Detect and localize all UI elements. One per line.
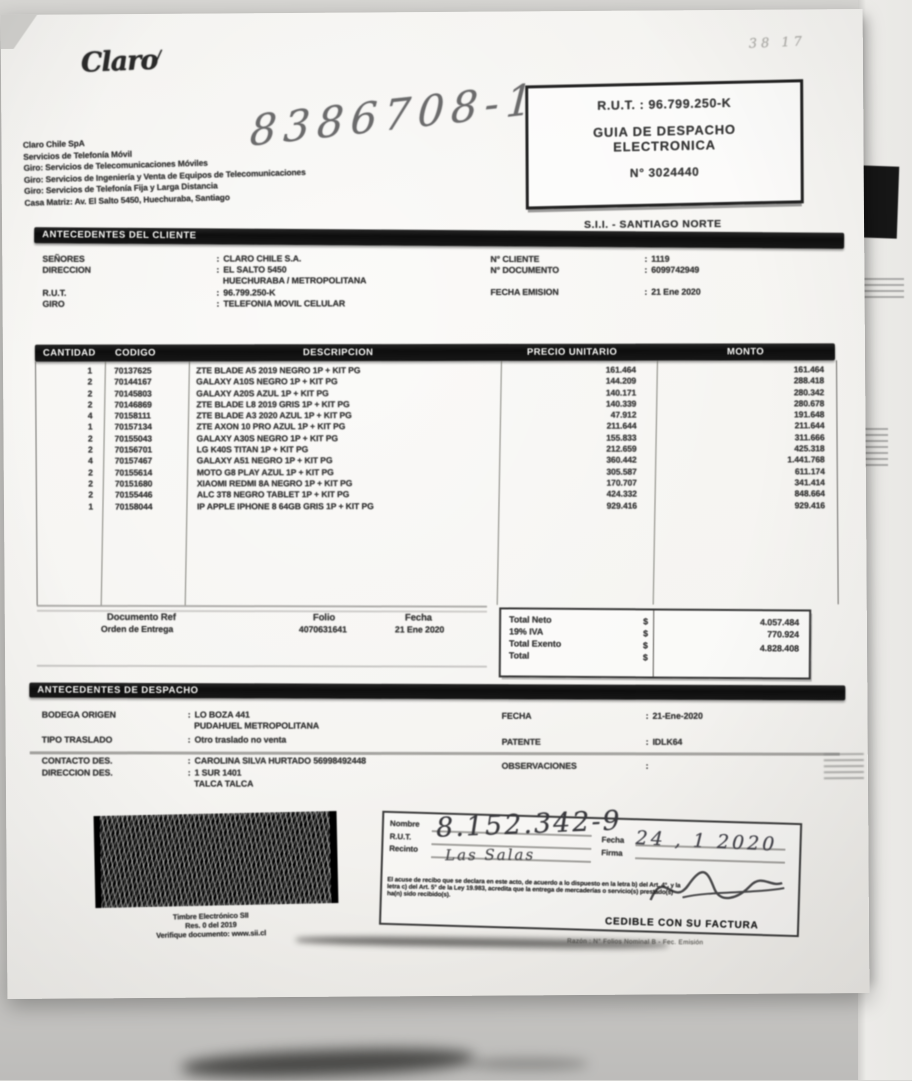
reference-section: Documento Ref Folio Fecha Orden de Entre… — [36, 604, 487, 672]
firma-label: Firma — [601, 847, 623, 858]
handwritten-rut: 8.152.342-9 — [435, 805, 623, 844]
total-value: 4.828.408 — [759, 643, 799, 654]
field-value: Otro traslado no venta — [194, 734, 287, 745]
field-value: 6099742949 — [651, 264, 700, 275]
col-header-descripcion: DESCRIPCION — [302, 347, 374, 359]
field-value: LO BOZA 441 — [194, 709, 250, 720]
recinto-label: Recinto — [389, 843, 419, 854]
field-value: 21-Ene-2020 — [652, 710, 703, 721]
field-label: SEÑORES — [42, 253, 85, 264]
field-value: IDLK64 — [652, 737, 683, 748]
ref-header-doc: Documento Ref — [106, 611, 176, 624]
ref-value-fecha: 21 Ene 2020 — [394, 624, 445, 635]
field-value: 21 Ene 2020 — [651, 287, 701, 298]
nombre-label: Nombre — [389, 818, 420, 829]
totals-values: 4.057.484 770.924 4.828.408 — [661, 616, 799, 655]
signature-rule — [635, 857, 786, 864]
field-label: R.U.T. — [42, 287, 67, 298]
field-label: N° DOCUMENTO — [490, 265, 560, 276]
field-label: DIRECCION DES. — [41, 767, 113, 778]
field-value: HUECHURABA / METROPOLITANA — [222, 275, 367, 286]
handwritten-recinto: Las Salas — [445, 845, 536, 865]
handwritten-number: 8386708-1 — [248, 73, 541, 156]
client-fields-left: SEÑORES: CLARO CHILE S.A. DIRECCION: EL SA… — [42, 253, 367, 309]
field-label: BODEGA ORIGEN — [41, 709, 116, 720]
field-value: CLARO CHILE S.A. — [223, 253, 302, 264]
pencil-corner-note: 38 17 — [748, 34, 807, 52]
totals-box: Total Neto 19% IVA Total Exento Total $ $… — [498, 607, 812, 680]
totals-divider — [652, 610, 655, 677]
col-header-cantidad: CANTIDAD — [42, 347, 96, 359]
section-header-client: ANTECEDENTES DEL CLIENTE — [34, 227, 845, 249]
field-label: TIPO TRASLADO — [41, 734, 113, 745]
dispatch-fields-right: FECHA:21-Ene-2020 PATENTE: IDLK64 OBSERVA… — [501, 710, 703, 771]
field-value: 1 SUR 1401 — [194, 767, 242, 778]
total-neto-value: 4.057.484 — [759, 617, 800, 628]
field-value: EL SALTO 5450 — [223, 264, 287, 275]
total-row: Total Exento — [508, 638, 562, 649]
field-label: PATENTE — [501, 737, 541, 748]
field-label: GIRO — [42, 298, 65, 309]
sii-stamp-caption: Timbre Electrónico SII Res. 0 del 2019 V… — [95, 909, 328, 942]
field-value: 96.799.250-K — [223, 287, 276, 298]
field-label: FECHA EMISION — [490, 287, 559, 298]
claro-logo: Claro/ — [80, 44, 161, 79]
receipt-box: Nombre R.U.T. Recinto Fecha Firma 8.152.… — [378, 805, 803, 938]
bottom-smudge — [181, 1044, 475, 1081]
client-fields-right: N° CLIENTE:1119 N° DOCUMENTO:6099742949 … — [490, 253, 701, 298]
total-row: 19% IVA — [509, 626, 544, 637]
dispatch-document-page: Claro/ Claro Chile SpA Servicios de Tele… — [0, 9, 870, 999]
total-row: Total Neto — [509, 614, 552, 625]
signature-scribble — [649, 871, 785, 901]
field-value: PUDAHUEL METROPOLITANA — [194, 721, 320, 732]
rut-doc-box: R.U.T. : 96.799.250-K GUIA DE DESPACHO E… — [525, 79, 804, 210]
field-label: OBSERVACIONES — [501, 760, 577, 771]
col-header-codigo: CODIGO — [114, 347, 156, 359]
field-label: CONTACTO DES. — [41, 755, 113, 766]
currency-column: $ $ $ $ — [642, 616, 649, 663]
col-header-precio: PRECIO UNITARIO — [526, 346, 618, 358]
ref-value-folio: 4070631641 — [298, 624, 347, 635]
sii-stamp-barcode — [93, 811, 339, 909]
total-row: Total — [508, 650, 530, 661]
field-label: FECHA — [501, 710, 532, 721]
items-table: CANTIDAD CODIGO DESCRIPCION PRECIO UNITA… — [34, 343, 839, 606]
receipt-labels-left: Nombre R.U.T. Recinto — [389, 818, 420, 856]
field-value: CAROLINA SILVA HURTADO 56998492448 — [194, 755, 367, 766]
handwritten-date: 24 , 1 2020 — [635, 827, 778, 856]
table-row: 1 70158044 IP APPLE IPHONE 8 64GB GRIS 1P … — [88, 499, 826, 512]
receipt-labels-mid: Fecha Firma — [601, 834, 624, 860]
ref-header-fecha: Fecha — [404, 612, 432, 624]
ref-header-folio: Folio — [312, 612, 336, 624]
items-table-header: CANTIDAD CODIGO DESCRIPCION PRECIO UNITA… — [34, 343, 836, 362]
field-label: N° CLIENTE — [490, 253, 540, 265]
field-value: TELEFONIA MOVIL CELULAR — [223, 298, 346, 309]
illegible-marks — [823, 753, 864, 780]
field-value: 1119 — [651, 253, 670, 264]
field-value: TALCA TALCA — [194, 778, 254, 789]
rut-label: R.U.T. — [389, 831, 412, 842]
total-iva-value: 770.924 — [767, 629, 800, 640]
items-table-body: 1 70137625 ZTE BLADE A5 2019 NEGRO 1P + KI… — [34, 360, 839, 606]
dispatch-fields-left: BODEGA ORIGEN: LO BOZA 441 PUDAHUEL METRO… — [41, 709, 367, 789]
col-header-monto: MONTO — [726, 346, 765, 358]
doc-number: N° 3024440 — [629, 164, 700, 181]
field-label: DIRECCION — [42, 265, 91, 276]
ref-value-doc: Orden de Entrega — [100, 623, 174, 635]
company-rut: R.U.T. : 96.799.250-K — [597, 95, 732, 113]
sii-office: S.I.I. - SANTIAGO NORTE — [584, 217, 722, 231]
bottom-smudge — [468, 1058, 588, 1070]
section-header-dispatch: ANTECEDENTES DE DESPACHO — [29, 682, 846, 701]
